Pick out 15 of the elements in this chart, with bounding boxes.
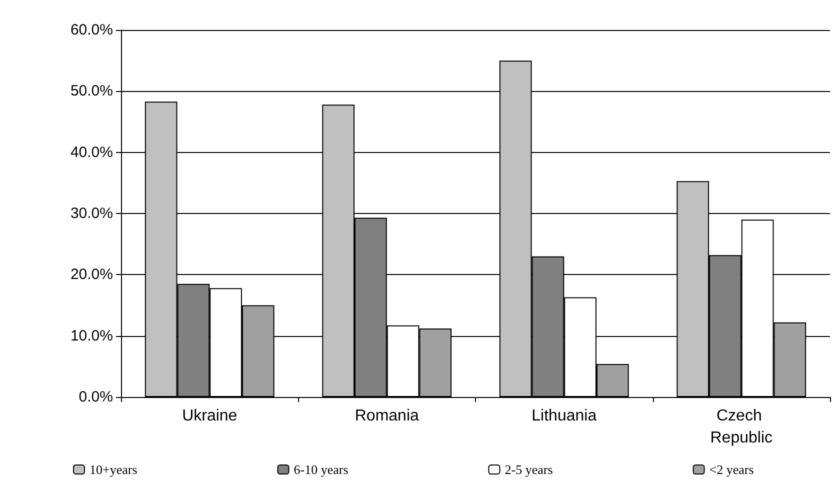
- x-tick-label: Lithuania: [532, 408, 597, 424]
- legend-label: 2-5 years: [504, 462, 553, 477]
- legend-label: 10+years: [90, 462, 138, 477]
- x-tick-label: Romania: [354, 408, 419, 424]
- y-tick-label: 20.0%: [70, 266, 113, 284]
- y-tick-label: 30.0%: [70, 205, 113, 222]
- y-tick-label: 40.0%: [70, 144, 113, 161]
- legend-label: 6-10 years: [294, 462, 348, 477]
- y-tick-label: 0.0%: [78, 388, 113, 406]
- legend-label: <2 years: [709, 462, 754, 477]
- y-tick-label: 50.0%: [70, 82, 113, 100]
- x-tick-label: Ukraine: [182, 408, 238, 424]
- x-tick-label: Czech Republic: [710, 408, 773, 446]
- y-tick-label: 60.0%: [70, 22, 113, 38]
- y-tick-label: 10.0%: [70, 327, 113, 344]
